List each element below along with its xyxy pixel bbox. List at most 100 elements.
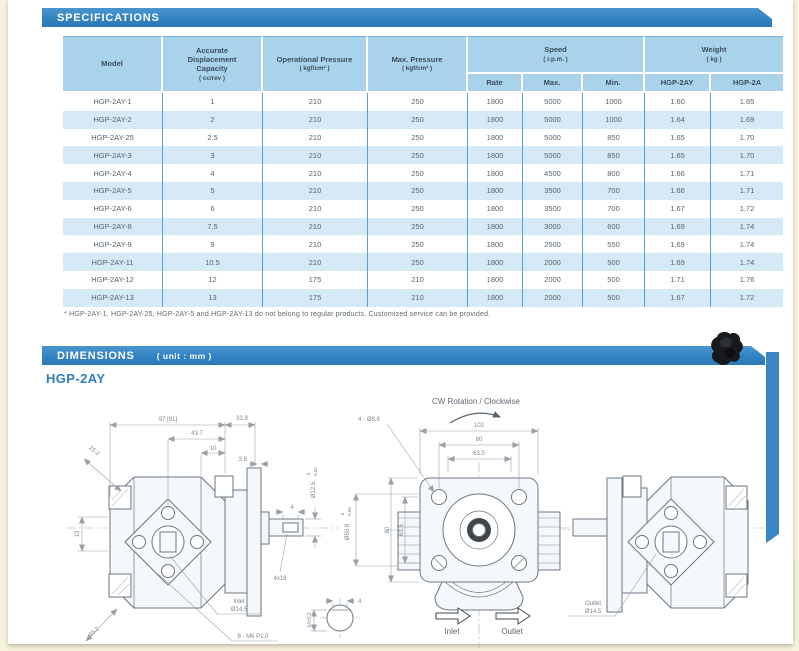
svg-text:-0.02: -0.02 bbox=[313, 467, 318, 477]
dim-key-detail-height: 14±0.2 bbox=[307, 612, 313, 627]
table-cell: 210 bbox=[263, 235, 368, 254]
table-cell: 1800 bbox=[468, 217, 523, 236]
shaft-end bbox=[472, 523, 486, 537]
specifications-title: SPECIFICATIONS bbox=[57, 11, 160, 24]
inlet-flow-label: Inlet bbox=[444, 627, 460, 636]
table-cell: 2500 bbox=[523, 235, 583, 254]
dim-key-width: 4 bbox=[290, 505, 294, 511]
table-cell: 1000 bbox=[583, 110, 646, 129]
catalog-page: SPECIFICATIONS Model Accurate Displaceme… bbox=[8, 0, 795, 648]
table-cell: 1.65 bbox=[645, 146, 712, 165]
thread-spec-label: 8 - M6 P1.0 bbox=[237, 634, 269, 640]
inlet-flow-arrow bbox=[435, 607, 471, 625]
table-cell: 210 bbox=[263, 146, 368, 165]
table-cell: 250 bbox=[368, 253, 468, 271]
dim-plate-thickness: 3.8 bbox=[239, 457, 248, 463]
table-cell: 5000 bbox=[523, 110, 583, 129]
table-cell: HGP-2AY-2 bbox=[63, 110, 163, 129]
dimensions-banner: DIMENSIONS ( unit : mm ) bbox=[42, 346, 765, 365]
drawing-front-view: CW Rotation / Clockwise bbox=[358, 397, 570, 648]
table-cell: 1.67 bbox=[645, 199, 712, 218]
svg-text:Ø12.5: Ø12.5 bbox=[311, 481, 317, 498]
table-cell: 1800 bbox=[468, 164, 523, 182]
inlet-port-block bbox=[397, 511, 421, 571]
table-cell: 1.67 bbox=[645, 288, 712, 307]
table-cell: 1.66 bbox=[645, 164, 712, 182]
table-cell: 210 bbox=[263, 199, 368, 218]
table-cell: 1.72 bbox=[739, 293, 755, 303]
dim-port-height: 13 bbox=[75, 530, 81, 537]
port-hatch bbox=[538, 517, 560, 564]
table-row: HGP-2AY-11 10.5 210 250 1800 2000 500 1.69 1.74 bbox=[63, 253, 784, 271]
header-speed-max: Max. bbox=[523, 74, 583, 93]
dim-bolt-spacing-v: 63.5 bbox=[399, 524, 405, 536]
table-row: HGP-2AY-1 1 210 250 1800 5000 1000 1.60 1.65 bbox=[63, 93, 784, 111]
table-cell: 1 bbox=[163, 93, 263, 111]
svg-text:-0.05: -0.05 bbox=[347, 507, 352, 517]
table-cell: 1.60 bbox=[645, 93, 712, 111]
svg-text:0: 0 bbox=[340, 512, 345, 515]
spec-table-body: HGP-2AY-1 1 210 250 1800 5000 1000 1.60 1.65 HGP-… bbox=[63, 93, 784, 307]
table-cell: HGP-2AY-3 bbox=[63, 146, 163, 165]
table-row: HGP-2AY-6 6 210 250 1800 3500 700 1.67 1.72 bbox=[63, 199, 784, 218]
header-op-pressure-label: Operational Pressure bbox=[276, 54, 353, 64]
table-cell: 1.71 bbox=[739, 168, 755, 178]
bolt-hole bbox=[511, 489, 527, 505]
table-row: HGP-2AY-3 3 210 250 1800 5000 850 1.65 1.70 bbox=[63, 146, 784, 165]
table-cell: 850 bbox=[583, 146, 646, 165]
table-cell: HGP-2AY-8 bbox=[63, 217, 163, 236]
table-cell: 550 bbox=[583, 235, 646, 254]
table-cell: 7.5 bbox=[163, 217, 263, 236]
outlet-flow-label: Outlet bbox=[501, 627, 523, 636]
table-cell: 1800 bbox=[468, 181, 523, 200]
table-cell: 12 bbox=[163, 270, 263, 289]
table-cell: 6 bbox=[163, 199, 263, 218]
svg-text:Ø50.8: Ø50.8 bbox=[345, 523, 351, 540]
table-cell: 1000 bbox=[583, 93, 646, 111]
table-row: HGP-2AY-9 9 210 250 1800 2500 550 1.69 1.74 bbox=[63, 235, 784, 254]
table-row: HGP-2AY-4 4 210 250 1800 4500 800 1.66 1.71 bbox=[63, 164, 784, 182]
specifications-table: Model Accurate Displacement Capacity ( c… bbox=[63, 36, 784, 307]
table-cell: HGP-2AY-4 bbox=[63, 164, 163, 182]
table-cell: 600 bbox=[583, 217, 646, 236]
table-cell: 1.74 bbox=[739, 239, 755, 249]
pump-photo-icon bbox=[711, 331, 743, 366]
table-cell: 250 bbox=[368, 164, 468, 182]
table-cell: 250 bbox=[368, 93, 468, 111]
dim-mid-length: 43.7 bbox=[191, 431, 203, 437]
table-cell: 210 bbox=[263, 93, 368, 111]
header-op-pressure-unit: ( kgf/cm² ) bbox=[299, 65, 330, 73]
table-cell: HGP-2AY-13 bbox=[63, 288, 163, 307]
table-cell: 1.71 bbox=[645, 270, 712, 289]
table-cell: 1800 bbox=[468, 199, 523, 218]
table-cell: 3000 bbox=[523, 217, 583, 236]
dim-pilot-diameter: Ø50.8 0 -0.05 bbox=[340, 507, 352, 541]
table-cell: 4 bbox=[163, 164, 263, 182]
table-cell: 1.69 bbox=[645, 235, 712, 254]
table-cell: 5000 bbox=[523, 93, 583, 111]
table-cell: 500 bbox=[583, 288, 646, 307]
page-edge-line bbox=[794, 560, 795, 640]
table-cell: 1800 bbox=[468, 253, 523, 271]
rotation-direction-label: CW Rotation / Clockwise bbox=[432, 397, 521, 406]
side-accent-bar bbox=[766, 352, 779, 543]
table-footnote: * HGP-2AY-1, HGP-2AY-25, HGP-2AY-5 and H… bbox=[64, 311, 491, 318]
table-cell: HGP-2AY-9 bbox=[63, 235, 163, 254]
table-cell: 210 bbox=[368, 288, 468, 307]
table-cell: 210 bbox=[263, 253, 368, 271]
dim-chamfer-top-left: 25.2 bbox=[87, 445, 100, 458]
dim-shaft-length: 33.8 bbox=[236, 416, 248, 422]
table-cell: 1.74 bbox=[739, 257, 755, 267]
mounting-foot bbox=[434, 581, 524, 611]
table-cell: 250 bbox=[368, 128, 468, 147]
header-max-pressure: Max. Pressure ( kgf/cm² ) bbox=[368, 36, 468, 93]
drawing-key-detail: 4 14±0.2 bbox=[307, 598, 362, 638]
table-cell: 1800 bbox=[468, 288, 523, 307]
table-cell: 250 bbox=[368, 146, 468, 165]
shaft bbox=[572, 518, 608, 537]
bolt-hole bbox=[431, 489, 447, 505]
table-cell: 1800 bbox=[468, 93, 523, 111]
header-capacity-unit: ( cc/rev ) bbox=[199, 74, 225, 82]
table-cell: 250 bbox=[368, 217, 468, 236]
table-cell: 1.70 bbox=[739, 150, 755, 160]
